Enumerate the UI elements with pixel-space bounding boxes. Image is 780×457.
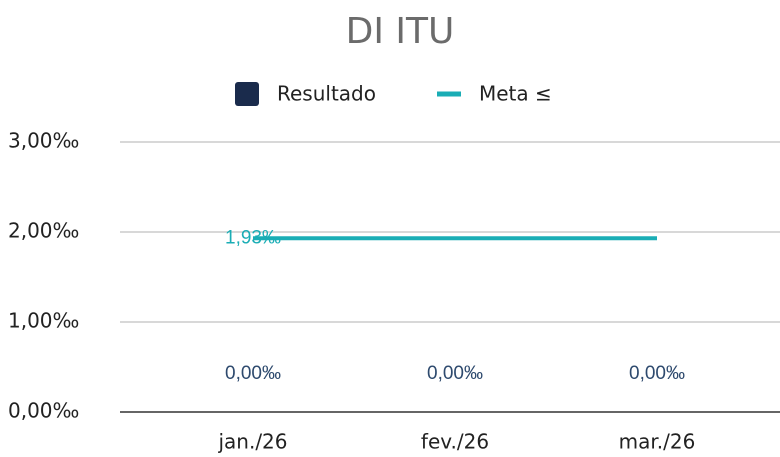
- y-tick-label: 3,00‰: [8, 129, 79, 153]
- y-tick-label: 1,00‰: [8, 309, 79, 333]
- legend-label: Resultado: [277, 82, 376, 106]
- chart-title: DI ITU: [346, 11, 455, 52]
- x-tick-label: jan./26: [217, 430, 287, 454]
- line-value-label: 1,93‰: [225, 227, 281, 248]
- legend-swatch: [235, 82, 259, 106]
- x-tick-label: fev./26: [421, 430, 489, 454]
- bar-value-label: 0,00‰: [427, 363, 483, 384]
- bar-value-label: 0,00‰: [629, 363, 685, 384]
- y-tick-label: 0,00‰: [8, 399, 79, 423]
- legend-label: Meta ≤: [479, 82, 552, 106]
- x-tick-label: mar./26: [619, 430, 696, 454]
- y-tick-label: 2,00‰: [8, 219, 79, 243]
- bar-value-label: 0,00‰: [225, 363, 281, 384]
